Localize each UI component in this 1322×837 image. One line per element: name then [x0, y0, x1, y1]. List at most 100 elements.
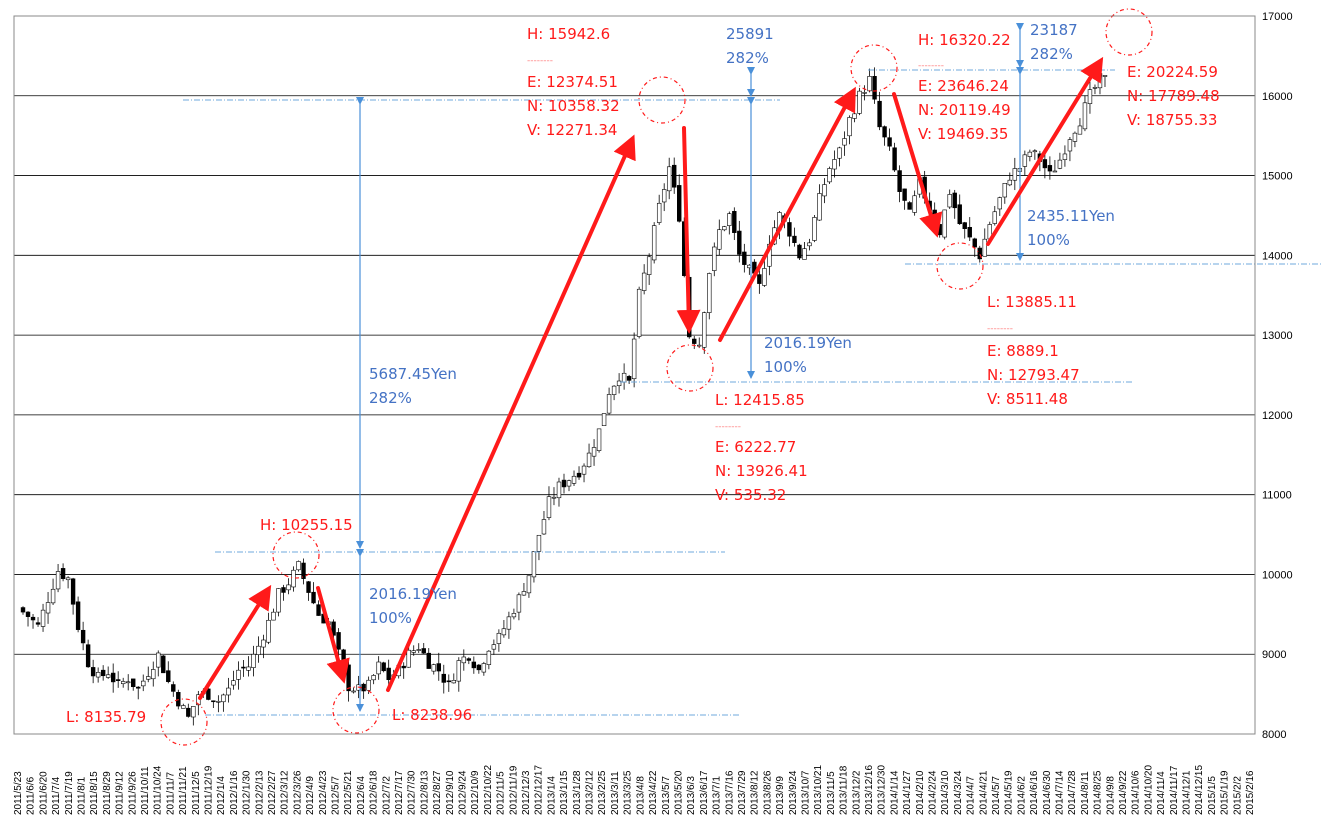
candle-body: [35, 622, 41, 625]
x-tick-label: 2014/5/7: [991, 776, 1002, 815]
x-tick-label: 2011/10/24: [153, 765, 164, 815]
x-tick-label: 2013/8/26: [762, 770, 773, 815]
x-tick-label: 2015/2/16: [1245, 770, 1256, 815]
candle-body: [641, 272, 647, 291]
x-tick-label: 2012/1/4: [216, 776, 227, 815]
x-tick-label: 2011/12/19: [204, 765, 215, 815]
label-low4-v: V: 8511.48: [987, 390, 1068, 408]
candle-body: [867, 76, 872, 92]
x-tick-label: 2011/8/15: [89, 771, 100, 815]
candle-body: [651, 225, 657, 261]
x-tick-label: 2014/1/27: [902, 770, 913, 815]
x-tick-label: 2013/11/5: [826, 771, 837, 815]
candle-body: [251, 653, 256, 668]
x-tick-label: 2012/11/5: [496, 771, 507, 815]
candle-body: [361, 683, 366, 692]
candle-body: [461, 656, 467, 664]
x-tick-label: 2013/5/20: [673, 770, 684, 815]
pivot-circle-low3: [666, 344, 714, 392]
candle-body: [120, 681, 126, 685]
y-tick-label: 14000: [1262, 250, 1293, 262]
candle-body: [191, 706, 196, 718]
wave-arrow-6: [892, 92, 943, 238]
candle-body: [115, 679, 121, 681]
x-tick-label: 2013/4/22: [648, 770, 659, 815]
candle-body: [186, 707, 191, 717]
candle-body: [1042, 159, 1048, 169]
x-tick-label: 2014/6/16: [1029, 770, 1040, 815]
x-tick-label: 2014/4/7: [966, 776, 977, 815]
candle-body: [551, 496, 557, 499]
candle-body: [266, 619, 271, 643]
x-tick-label: 2015/1/19: [1220, 770, 1231, 815]
candle-body: [156, 652, 161, 668]
candle-body: [100, 669, 106, 677]
x-tick-label: 2011/5/23: [13, 771, 24, 815]
pivot-circle-low4: [936, 242, 984, 290]
pivot-circles: [160, 8, 1153, 746]
candle-body: [381, 662, 386, 672]
candle-body: [977, 247, 982, 260]
candle-body: [862, 92, 867, 94]
x-tick-label: 2012/8/27: [432, 770, 443, 815]
y-tick-label: 16000: [1262, 91, 1293, 103]
candle-body: [55, 571, 61, 590]
plot-frame: [13, 15, 1256, 735]
candle-body: [596, 428, 602, 451]
x-tick-label: 2014/10/6: [1131, 770, 1142, 815]
x-tick-label: 2012/3/12: [280, 770, 291, 815]
candle-body: [807, 242, 812, 247]
candle-body: [997, 197, 1003, 210]
candle-body: [717, 229, 722, 250]
x-tick-label: 2011/12/5: [191, 771, 202, 815]
candle-body: [541, 519, 547, 535]
candle-body: [281, 587, 286, 593]
x-tick-label: 2013/3/11: [610, 771, 621, 815]
candlestick-series: [20, 62, 1108, 726]
candle-body: [261, 639, 266, 648]
x-tick-label: 2013/11/18: [839, 765, 850, 815]
candle-body: [842, 138, 847, 146]
label-m6-pct: 100%: [1027, 231, 1070, 249]
candle-body: [296, 561, 301, 571]
candle-body: [286, 584, 291, 591]
x-tick-label: 2012/9/10: [445, 770, 456, 815]
y-tick-label: 13000: [1262, 330, 1293, 342]
x-tick-label: 2014/5/19: [1004, 770, 1015, 815]
label-high3-v: V: 19469.35: [918, 125, 1008, 143]
x-tick-label: 2014/6/30: [1042, 770, 1053, 815]
x-tick-label: 2013/12/30: [877, 765, 888, 815]
candle-body: [451, 680, 457, 684]
candle-body: [947, 194, 952, 208]
label-proj-v: V: 18755.33: [1127, 111, 1217, 129]
candle-body: [692, 338, 697, 344]
label-high3: H: 16320.22: [918, 31, 1011, 49]
candle-body: [1057, 159, 1063, 169]
candle-body: [231, 680, 236, 686]
x-tick-label: 2012/3/26: [292, 770, 303, 815]
x-tick-label: 2014/10/20: [1143, 765, 1154, 815]
x-tick-label: 2012/12/17: [534, 765, 545, 815]
candle-body: [446, 680, 451, 683]
candle-body: [742, 251, 747, 265]
x-tick-label: 2013/1/4: [546, 776, 557, 815]
candle-body: [316, 604, 321, 616]
candle-body: [586, 452, 592, 468]
candle-body: [466, 658, 472, 661]
candle-body: [707, 273, 712, 313]
candle-body: [416, 649, 421, 651]
x-tick-label: 2012/5/21: [343, 770, 354, 815]
candle-body: [125, 681, 131, 684]
candle-body: [1007, 179, 1013, 186]
candle-body: [336, 632, 341, 650]
candle-body: [1092, 87, 1098, 89]
x-tick-label: 2012/2/13: [254, 770, 265, 815]
x-tick-label: 2013/7/16: [724, 770, 735, 815]
candle-body: [346, 664, 351, 692]
candle-body: [802, 248, 807, 260]
candle-body: [1102, 75, 1108, 77]
candle-body: [972, 238, 977, 248]
candle-body: [656, 202, 662, 223]
label-low3-dash: --------: [715, 422, 741, 432]
